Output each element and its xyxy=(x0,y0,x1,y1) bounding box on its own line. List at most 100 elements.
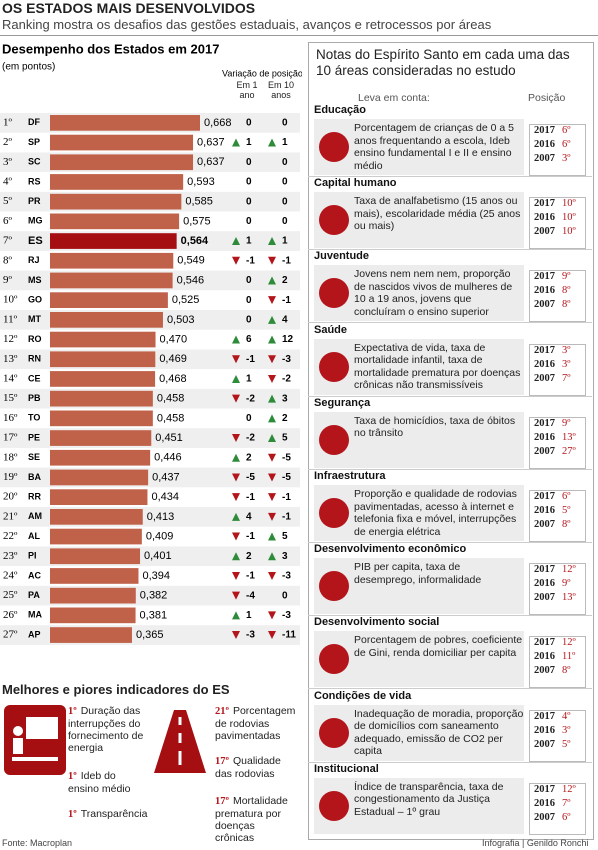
arrow-up xyxy=(268,532,276,541)
position-row: 2007 8º xyxy=(530,519,585,533)
change: 1 xyxy=(246,610,252,621)
position-row: 2017 9º xyxy=(530,418,585,432)
value-label: 0,451 xyxy=(155,432,183,444)
area-box xyxy=(314,338,524,395)
area: Condições de vida Inadequação de moradia,… xyxy=(308,690,592,763)
rank: 17º xyxy=(3,432,18,444)
indicator: 21º Porcentagem de rodovias pavimentadas xyxy=(215,705,295,742)
area-box xyxy=(314,631,524,688)
value-label: 0,409 xyxy=(146,530,174,542)
rank: 8º xyxy=(3,254,13,266)
position-row: 2017 12º xyxy=(530,564,585,578)
area-name: Segurança xyxy=(314,396,371,409)
indicator-label: Mortalidade prematura por doenças crônic… xyxy=(215,795,288,844)
indicators-title: Melhores e piores indicadores do ES xyxy=(2,682,230,697)
rank: 14º xyxy=(3,372,18,384)
area: Juventude Jovens nem nem nem, proporção d… xyxy=(308,250,592,324)
area-name: Educação xyxy=(314,104,366,116)
year: 2016 xyxy=(534,212,555,224)
rank: 16º xyxy=(3,412,18,424)
arrow-down xyxy=(268,631,276,640)
year: 2016 xyxy=(534,578,555,590)
position-row: 2016 8º xyxy=(530,285,585,299)
change: 2 xyxy=(246,551,252,562)
year: 2016 xyxy=(534,358,555,370)
chart-subtitle: (em pontos) xyxy=(2,62,55,73)
bar xyxy=(50,607,136,624)
value-label: 0,437 xyxy=(152,471,180,483)
value-label: 0,381 xyxy=(140,609,168,621)
icon-teacher xyxy=(4,705,66,775)
area: Desenvolvimento social Porcentagem de pob… xyxy=(308,616,592,690)
state: GO xyxy=(28,295,42,305)
value-label: 0,525 xyxy=(172,294,200,306)
change: -1 xyxy=(246,255,255,266)
change: 1 xyxy=(246,137,252,148)
year: 2017 xyxy=(534,125,555,136)
position: 5º xyxy=(562,738,571,750)
state: ES xyxy=(28,235,43,247)
position-row: 2016 10º xyxy=(530,212,585,226)
indicator-rank: 1º xyxy=(68,809,77,820)
change: 0 xyxy=(246,413,252,424)
change: 0 xyxy=(246,275,252,286)
change: 0 xyxy=(282,157,288,168)
indicator-rank: 1º xyxy=(68,771,77,782)
bar xyxy=(50,548,141,565)
year: 2016 xyxy=(534,139,555,150)
position-row: 2017 12º xyxy=(530,784,585,798)
change: -3 xyxy=(282,354,291,365)
area-description: Jovens nem nem nem, proporção de nascido… xyxy=(354,268,513,318)
change: -11 xyxy=(282,630,296,641)
arrow-down xyxy=(232,571,240,580)
position: 3º xyxy=(562,153,571,164)
rank: 12º xyxy=(3,333,18,345)
arrow-up xyxy=(232,611,240,620)
area-icon xyxy=(319,498,349,528)
change: -5 xyxy=(282,472,291,483)
arrow-down xyxy=(268,611,276,620)
page-subtitle: Ranking mostra os desafios das gestões e… xyxy=(2,17,492,32)
area-name: Institucional xyxy=(314,762,379,775)
arrow-up xyxy=(232,512,240,521)
change: -1 xyxy=(246,571,255,582)
value-label: 0,546 xyxy=(177,274,205,286)
position: 27º xyxy=(562,445,576,457)
indicator-rank: 17º xyxy=(215,796,229,807)
change: 0 xyxy=(282,590,288,601)
change: 4 xyxy=(282,314,288,325)
arrow-up xyxy=(268,315,276,324)
area-icon xyxy=(319,278,349,309)
arrow-up xyxy=(232,453,240,462)
state: RJ xyxy=(28,255,40,265)
state: PE xyxy=(28,432,40,442)
year: 2017 xyxy=(534,710,555,722)
year: 2016 xyxy=(534,431,555,443)
change: 5 xyxy=(282,531,288,542)
chart: Desempenho dos Estados em 2017 (em ponto… xyxy=(0,41,302,645)
value-label: 0,382 xyxy=(140,590,168,602)
change: -1 xyxy=(246,531,255,542)
change: 0 xyxy=(282,117,288,128)
area-box xyxy=(314,704,524,761)
arrow-up xyxy=(232,335,240,344)
position: 6º xyxy=(562,125,571,136)
position: 10º xyxy=(562,212,576,224)
area-name: Saúde xyxy=(314,323,348,336)
state: PA xyxy=(28,590,40,600)
state: CE xyxy=(28,373,41,383)
arrow-down xyxy=(268,512,276,521)
position: 13º xyxy=(562,592,576,604)
area-description: Taxa de homicídios, taxa de óbitos no tr… xyxy=(354,414,516,440)
year: 2016 xyxy=(534,651,555,663)
state: RS xyxy=(28,176,41,186)
change: -3 xyxy=(282,610,291,621)
state: DF xyxy=(28,117,40,127)
value-label: 0,446 xyxy=(154,452,182,464)
position: 12º xyxy=(562,564,576,576)
state: MT xyxy=(28,314,41,324)
position: 3º xyxy=(562,724,571,736)
state: AL xyxy=(28,531,40,541)
year: 2007 xyxy=(534,738,555,750)
positions: 2017 12º 2016 11º 2007 8º xyxy=(529,636,586,689)
